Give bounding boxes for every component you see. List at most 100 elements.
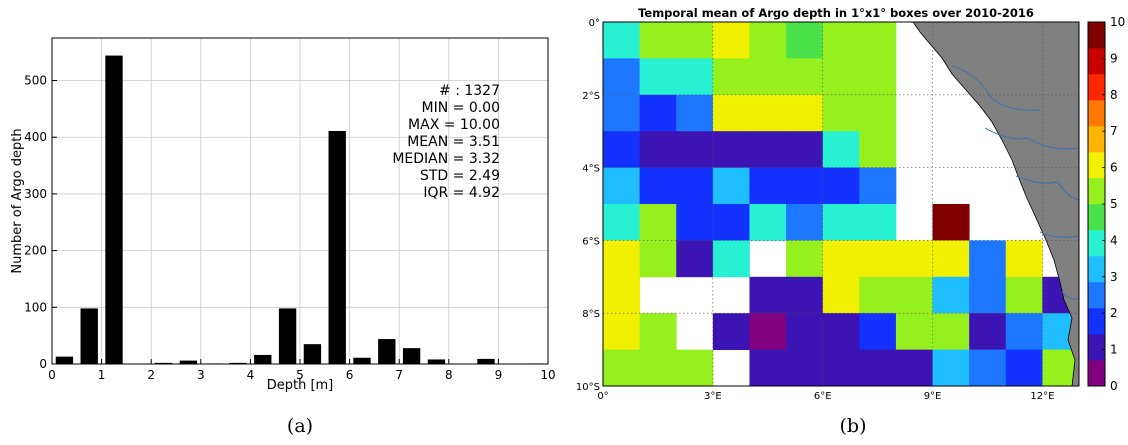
x-tick-label: 10	[540, 368, 555, 382]
map-cell-r8-c8	[895, 313, 933, 350]
map-cell-r4-c6	[822, 167, 860, 205]
map-cell-r5-c4	[749, 204, 787, 241]
map-cell-r3-c1	[639, 131, 677, 168]
map-cell-r9-c1	[639, 349, 677, 387]
map-x-tick-label: 12°E	[1030, 391, 1054, 402]
map-cell-r9-c6	[822, 349, 860, 387]
map-cell-r8-c10	[969, 313, 1007, 350]
map-cell-r2-c3	[712, 94, 750, 132]
map-cell-r6-c5	[786, 240, 824, 278]
stat-line-2: MAX = 10.00	[408, 117, 500, 133]
map-cell-r2-c7	[859, 94, 897, 132]
map-cell-r9-c0	[603, 349, 641, 387]
map-cell-r1-c6	[822, 58, 860, 96]
map-cell-r4-c4	[749, 167, 787, 205]
map-cell-r9-c7	[859, 349, 897, 387]
colorbar-tick-label: 5	[1110, 197, 1118, 211]
map-cell-r6-c9	[932, 240, 970, 278]
map-cell-r6-c1	[639, 240, 677, 278]
map-x-ticks: 0° 3°E 6°E 9°E 12°E	[597, 391, 1054, 402]
colorbar-tick-label: 9	[1110, 51, 1118, 65]
map-cell-r0-c0	[603, 22, 641, 59]
map-cell-r4-c7	[859, 167, 897, 205]
colorbar-tick-label: 2	[1110, 306, 1118, 320]
map-cell-r7-c7	[859, 276, 897, 314]
histogram-x-label: Depth [m]	[267, 378, 334, 393]
map-cell-r9-c8	[895, 349, 933, 387]
map-title: Temporal mean of Argo depth in 1°x1° box…	[638, 6, 1034, 20]
map-cell-r7-c4	[749, 276, 787, 314]
map-cell-r0-c1	[639, 22, 677, 59]
map-cell-r1-c1	[639, 58, 677, 96]
colorbar-segment-9	[1088, 126, 1105, 153]
stat-line-3: MEAN = 3.51	[407, 134, 500, 150]
x-tick-label: 1	[98, 368, 106, 382]
map-y-tick-label: 4°S	[582, 164, 600, 175]
map-cell-r2-c1	[639, 94, 677, 132]
map-heatmap-chart: Temporal mean of Argo depth in 1°x1° box…	[576, 6, 1125, 437]
map-cell-r5-c1	[639, 204, 677, 241]
map-cell-r8-c7	[859, 313, 897, 350]
map-cell-r1-c5	[786, 58, 824, 96]
map-cell-r5-c7	[859, 204, 897, 241]
map-cell-r8-c6	[822, 313, 860, 350]
map-x-tick-label: 3°E	[704, 391, 722, 402]
x-tick-label: 0	[48, 368, 56, 382]
map-cell-r5-c3	[712, 204, 750, 241]
y-tick-label: 100	[24, 300, 47, 314]
y-tick-label: 200	[24, 244, 47, 258]
river-4	[1039, 231, 1079, 238]
colorbar-tick-label: 4	[1110, 233, 1118, 247]
x-tick-label: 7	[395, 368, 403, 382]
river-1	[951, 65, 1041, 111]
map-cell-r8-c0	[603, 313, 641, 350]
map-cell-r2-c5	[786, 94, 824, 132]
map-cell-r2-c4	[749, 94, 787, 132]
colorbar-tick-label: 1	[1110, 343, 1118, 357]
colorbar-segment-5	[1088, 230, 1105, 257]
map-cell-r9-c10	[969, 349, 1007, 387]
map-y-tick-label: 6°S	[582, 236, 600, 247]
y-tick-label: 300	[24, 187, 47, 201]
map-x-tick-label: 0°	[597, 391, 608, 402]
colorbar-tick-label: 7	[1110, 124, 1118, 138]
histogram-bar-7	[254, 354, 272, 364]
histogram-bar-8	[278, 308, 297, 364]
map-cell-r6-c6	[822, 240, 860, 278]
map-x-tick-label: 6°E	[814, 391, 832, 402]
map-frame	[602, 21, 1080, 387]
stat-line-0: # : 1327	[439, 83, 500, 99]
map-cell-r1-c3	[712, 58, 750, 96]
map-cell-r7-c8	[895, 276, 933, 314]
histogram-bar-1	[80, 308, 98, 364]
map-cell-r2-c0	[603, 94, 641, 132]
map-cell-r4-c5	[786, 167, 824, 205]
map-cell-r8-c5	[786, 313, 824, 350]
map-cell-r8-c11	[1005, 313, 1043, 350]
histogram-bar-11	[353, 357, 371, 364]
colorbar-ticks: 0 1 2 3 4 5 6 7 8 9 10	[1102, 15, 1125, 393]
stat-line-1: MIN = 0.00	[422, 100, 500, 116]
histogram-chart: 0 1 2 3 4 5 6 7 8 9 10 0 100 200 300 400 500 # : 1327MI…	[10, 37, 556, 437]
map-cell-r3-c7	[859, 131, 897, 168]
histogram-bar-15	[477, 358, 495, 364]
colorbar-segment-12	[1088, 48, 1105, 75]
histogram-bar-13	[402, 348, 421, 364]
map-cell-r3-c5	[786, 131, 824, 168]
map-cell-r1-c4	[749, 58, 787, 96]
map-cell-r0-c5	[786, 22, 824, 59]
map-cell-r9-c9	[932, 349, 970, 387]
map-y-ticks: 0° 2°S 4°S 6°S 8°S 10°S	[576, 18, 600, 393]
map-cell-r5-c0	[603, 204, 641, 241]
colorbar-tick-label: 8	[1110, 88, 1118, 102]
colorbar-segment-8	[1088, 152, 1105, 179]
histogram-bar-9	[303, 344, 322, 364]
x-tick-label: 5	[296, 368, 304, 382]
map-gridlines	[603, 22, 1079, 386]
map-cell-r3-c2	[676, 131, 714, 168]
x-tick-label: 6	[346, 368, 354, 382]
colorbar-tick-label: 6	[1110, 161, 1118, 175]
colorbar-segment-13	[1088, 22, 1105, 49]
x-tick-label: 3	[197, 368, 205, 382]
